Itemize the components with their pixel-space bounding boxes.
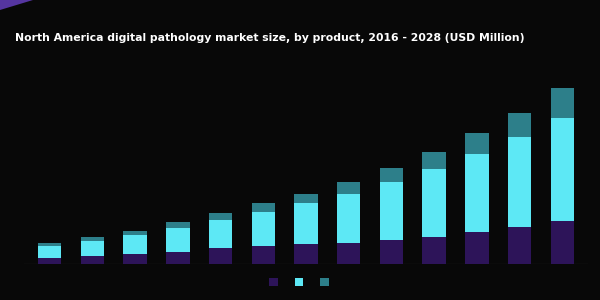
Bar — [38, 258, 61, 264]
Bar — [422, 169, 446, 237]
Bar — [465, 232, 488, 264]
Bar — [465, 133, 488, 154]
Bar — [38, 243, 61, 245]
Bar — [337, 243, 361, 264]
Bar — [551, 118, 574, 221]
Bar — [124, 236, 147, 254]
Bar — [294, 194, 318, 203]
Bar — [251, 203, 275, 211]
Bar — [422, 152, 446, 169]
Bar — [166, 252, 190, 264]
Bar — [422, 237, 446, 264]
Bar — [380, 182, 403, 240]
Bar — [508, 112, 532, 137]
Bar — [294, 244, 318, 264]
Bar — [124, 231, 147, 236]
Bar — [337, 194, 361, 243]
Bar — [465, 154, 488, 232]
Text: North America digital pathology market size, by product, 2016 - 2028 (USD Millio: North America digital pathology market s… — [15, 33, 524, 43]
Bar — [80, 241, 104, 256]
Bar — [209, 248, 232, 264]
Bar — [80, 237, 104, 241]
Bar — [124, 254, 147, 264]
Bar — [508, 227, 532, 264]
Bar — [551, 88, 574, 118]
Bar — [294, 203, 318, 244]
Bar — [251, 212, 275, 246]
Bar — [251, 246, 275, 264]
Bar — [380, 168, 403, 182]
Bar — [209, 220, 232, 248]
Bar — [166, 228, 190, 252]
Polygon shape — [0, 0, 33, 10]
Bar — [80, 256, 104, 264]
Bar — [166, 222, 190, 228]
Bar — [38, 245, 61, 258]
Bar — [551, 221, 574, 264]
Bar — [380, 240, 403, 264]
Bar — [508, 137, 532, 227]
Legend: , , : , , — [265, 273, 335, 291]
Bar — [337, 182, 361, 194]
Bar — [209, 213, 232, 220]
